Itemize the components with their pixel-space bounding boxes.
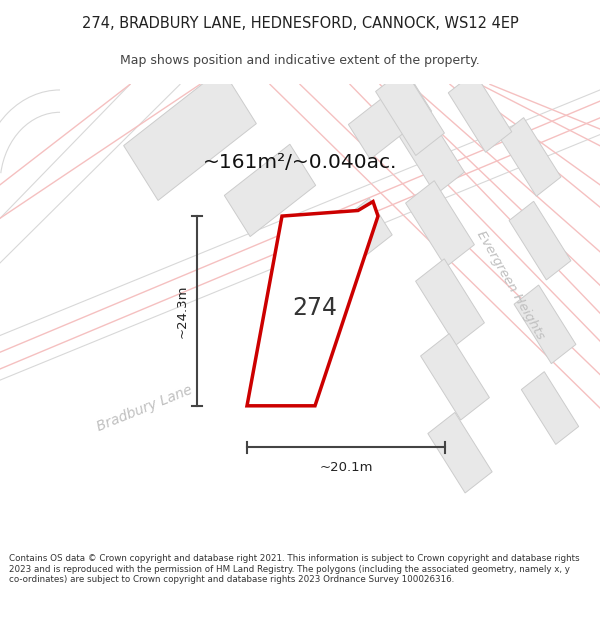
Polygon shape bbox=[308, 198, 392, 283]
Text: ~20.1m: ~20.1m bbox=[319, 461, 373, 474]
Polygon shape bbox=[421, 334, 490, 420]
Text: ~24.3m: ~24.3m bbox=[176, 284, 189, 338]
Polygon shape bbox=[406, 181, 475, 267]
Polygon shape bbox=[376, 69, 445, 156]
Polygon shape bbox=[509, 201, 571, 280]
Polygon shape bbox=[247, 201, 378, 406]
Polygon shape bbox=[349, 76, 431, 159]
Polygon shape bbox=[224, 144, 316, 237]
Polygon shape bbox=[428, 412, 492, 493]
Polygon shape bbox=[416, 259, 484, 345]
Text: Evergreen Heights: Evergreen Heights bbox=[473, 229, 547, 342]
Text: ~161m²/~0.040ac.: ~161m²/~0.040ac. bbox=[203, 153, 397, 172]
Polygon shape bbox=[124, 69, 256, 201]
Text: Map shows position and indicative extent of the property.: Map shows position and indicative extent… bbox=[120, 54, 480, 68]
Polygon shape bbox=[514, 285, 576, 364]
Polygon shape bbox=[521, 372, 578, 444]
Text: Bradbury Lane: Bradbury Lane bbox=[95, 382, 195, 434]
Polygon shape bbox=[499, 118, 561, 196]
Text: 274: 274 bbox=[293, 296, 337, 319]
Polygon shape bbox=[395, 108, 464, 194]
Text: 274, BRADBURY LANE, HEDNESFORD, CANNOCK, WS12 4EP: 274, BRADBURY LANE, HEDNESFORD, CANNOCK,… bbox=[82, 16, 518, 31]
Polygon shape bbox=[448, 72, 512, 152]
Text: Contains OS data © Crown copyright and database right 2021. This information is : Contains OS data © Crown copyright and d… bbox=[9, 554, 580, 584]
